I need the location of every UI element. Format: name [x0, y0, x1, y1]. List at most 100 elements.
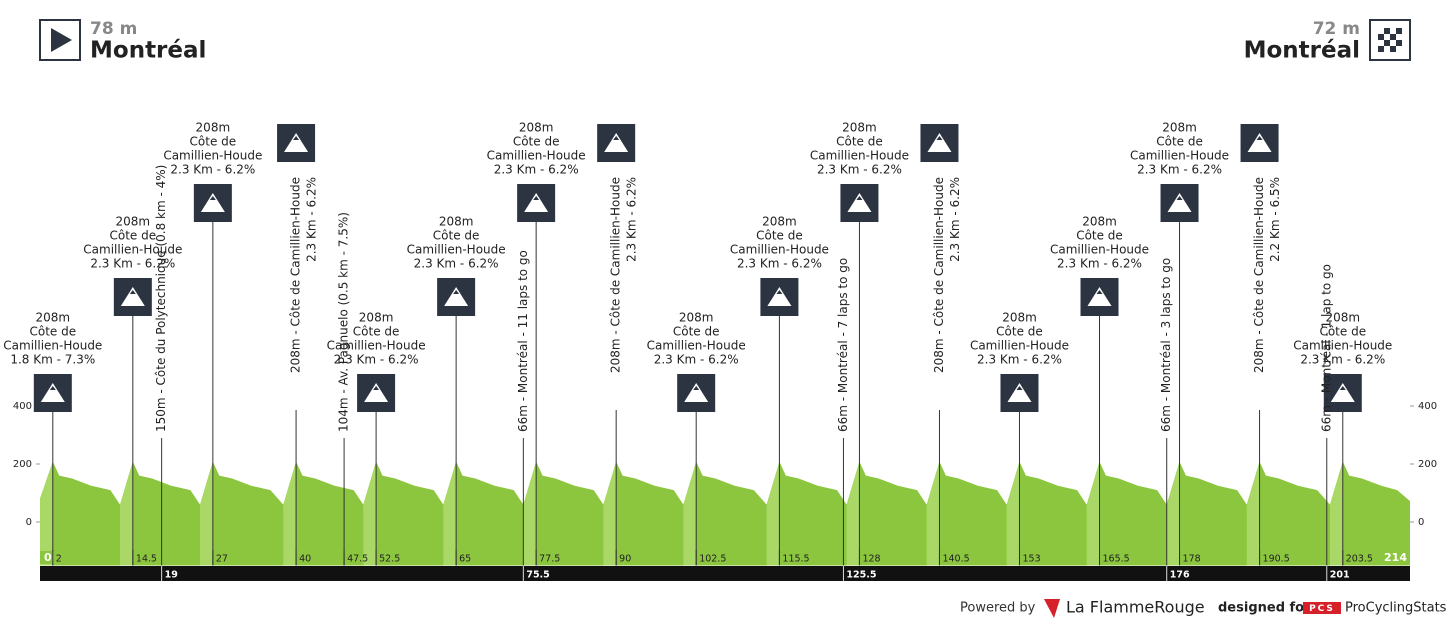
- site-name: ProCyclingStats: [1345, 601, 1447, 616]
- climb-segment: [1166, 461, 1180, 566]
- climb-label: Camillien-Houde: [810, 149, 909, 163]
- climb-icon-snow: [209, 196, 216, 200]
- climb-label-vertical: 208m - Côte de Camillien-Houde: [609, 177, 623, 373]
- x-tick-label: 140.5: [942, 554, 969, 565]
- climb-label: Côte de: [1319, 325, 1366, 339]
- marker-label: 66m - Montréal - 3 laps to go: [1159, 258, 1173, 432]
- climb-label: Camillien-Houde: [1130, 149, 1229, 163]
- climb-icon: [277, 124, 316, 162]
- climb-segment: [40, 461, 53, 566]
- climb-label: 208m: [1325, 311, 1360, 325]
- climb-icon-snow: [936, 136, 943, 140]
- climb-icon-mountain: [1087, 287, 1112, 306]
- climb-icon-snow: [293, 136, 300, 140]
- finish-city: Montréal: [1244, 38, 1360, 64]
- climb-label: 208m: [519, 121, 554, 135]
- x-tick-label-lower: 125.5: [846, 570, 876, 581]
- climb-label: Côte de: [756, 229, 803, 243]
- climb-icon-mountain: [847, 193, 872, 212]
- climb-icon-mountain: [284, 133, 309, 152]
- climb-segment: [363, 461, 377, 566]
- climb-icon: [1323, 374, 1362, 412]
- climb-label: 1.8 Km - 7.3%: [10, 353, 95, 367]
- climb-icon: [920, 124, 959, 162]
- start-icon: [39, 19, 81, 61]
- climb-icon: [1160, 184, 1199, 222]
- climb-icon-mountain: [444, 287, 469, 306]
- climb-label-vertical: 208m - Côte de Camillien-Houde: [932, 177, 946, 373]
- climb-segment: [846, 461, 860, 566]
- finish-elevation: 72 m: [1313, 19, 1360, 39]
- x-tick-label: 214: [1384, 551, 1407, 564]
- climb-segment: [1086, 461, 1100, 566]
- pcs-logo-box: [1303, 602, 1341, 614]
- x-tick-label: 153: [1022, 554, 1040, 565]
- climb-icon: [677, 374, 716, 412]
- marker-label: 150m - Côte du Polytechnique (0.8 km - 4…: [154, 165, 168, 432]
- x-tick-label: 40: [299, 554, 311, 565]
- climb-segment: [766, 461, 780, 566]
- climb-label: Camillien-Houde: [970, 339, 1069, 353]
- climb-icon: [357, 374, 396, 412]
- x-tick-label-lower: 75.5: [526, 570, 549, 581]
- marker-label: 66m - Montréal - 11 laps to go: [516, 250, 530, 432]
- climb-label: Camillien-Houde: [1293, 339, 1392, 353]
- climb-label: 2.3 Km - 6.2%: [494, 163, 579, 177]
- x-tick-label: 115.5: [782, 554, 809, 565]
- x-tick-label: 14.5: [136, 554, 157, 565]
- climb-icon-mountain: [1330, 383, 1355, 402]
- climb-icon-mountain: [684, 383, 709, 402]
- climb-icon-mountain: [1247, 133, 1272, 152]
- climb-label: Côte de: [673, 325, 720, 339]
- climb-icon-snow: [1256, 136, 1263, 140]
- climb-label-vertical: 208m - Côte de Camillien-Houde: [1252, 177, 1266, 373]
- climb-label: 2.3 Km - 6.2%: [1137, 163, 1222, 177]
- climb-label: Camillien-Houde: [1050, 243, 1149, 257]
- marker-label: 104m - Av. Pagnuelo (0.5 km - 7.5%): [337, 212, 351, 432]
- climb-icon-mountain: [1007, 383, 1032, 402]
- x-tick-label: 203.5: [1346, 554, 1373, 565]
- climb-segment: [283, 461, 297, 566]
- climb-label: 208m: [1082, 215, 1117, 229]
- climb-icon-snow: [1339, 386, 1346, 390]
- climb-label-vertical: 2.3 Km - 6.2%: [948, 177, 962, 262]
- climb-icon-snow: [373, 386, 380, 390]
- climb-icon: [193, 184, 232, 222]
- climb-icon: [1240, 124, 1279, 162]
- x-tick-box: [40, 551, 68, 564]
- climb-icon-mountain: [364, 383, 389, 402]
- climb-label: Côte de: [1076, 229, 1123, 243]
- climb-icon: [1080, 278, 1119, 316]
- climb-icon-snow: [776, 290, 783, 294]
- climb-label: 2.3 Km - 6.2%: [334, 353, 419, 367]
- climb-icon-snow: [1016, 386, 1023, 390]
- climb-icon: [517, 184, 556, 222]
- climb-icon-mountain: [927, 133, 952, 152]
- climb-label: 208m: [679, 311, 714, 325]
- climb-label: 2.3 Km - 6.2%: [1057, 257, 1142, 271]
- x-tick-label: 0: [44, 551, 52, 564]
- y-tick-label: 200: [13, 459, 32, 470]
- x-tick-label: 77.5: [539, 554, 560, 565]
- climb-icon-mountain: [604, 133, 629, 152]
- climb-segment: [1006, 461, 1020, 566]
- climb-icon-snow: [1096, 290, 1103, 294]
- climb-label: Camillien-Houde: [730, 243, 829, 257]
- x-tick-label: 52.5: [379, 554, 400, 565]
- climb-label: 2.3 Km - 6.2%: [737, 257, 822, 271]
- climb-label: 208m: [36, 311, 71, 325]
- x-tick-label: 90: [619, 554, 631, 565]
- climb-segment: [926, 461, 940, 566]
- climb-segment: [1246, 461, 1260, 566]
- flamme-logo: [1044, 599, 1060, 618]
- x-tick-label-lower: 201: [1330, 570, 1350, 581]
- climb-label-vertical: 2.3 Km - 6.2%: [625, 177, 639, 262]
- y-tick-label-right: 0: [1418, 517, 1424, 528]
- x-tick-label-lower: 176: [1170, 570, 1190, 581]
- x-tick-label: 102.5: [699, 554, 726, 565]
- climb-icon-mountain: [40, 383, 65, 402]
- climb-label: 208m: [1002, 311, 1037, 325]
- climb-icon-snow: [129, 290, 136, 294]
- climb-icon-mountain: [524, 193, 549, 212]
- climb-segment: [683, 461, 697, 566]
